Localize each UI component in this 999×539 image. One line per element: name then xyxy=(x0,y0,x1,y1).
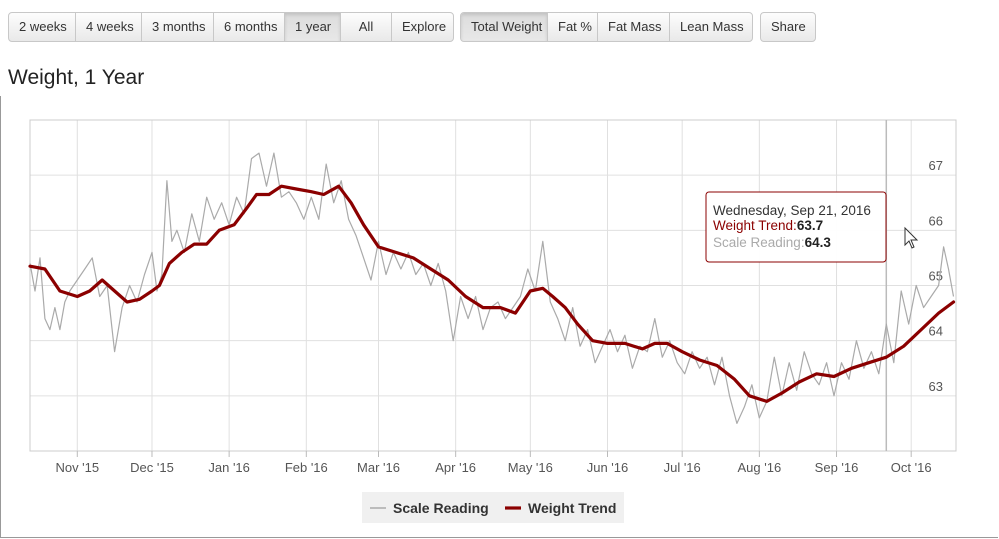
x-tick-label: Apr '16 xyxy=(435,460,476,475)
metric-button-group: Total Weight Fat % Fat Mass Lean Mass xyxy=(460,12,753,42)
weight-trend-series-line xyxy=(28,184,956,403)
legend-item-scale-reading[interactable]: Scale Reading xyxy=(370,500,489,516)
y-tick-label: 64 xyxy=(929,324,943,339)
tooltip: Wednesday, Sep 21, 2016 Weight Trend:63.… xyxy=(705,191,887,263)
range-button-group: 2 weeks 4 weeks 3 months 6 months 1 year… xyxy=(8,12,454,42)
metric-fat-mass-button[interactable]: Fat Mass xyxy=(598,13,670,41)
share-button[interactable]: Share xyxy=(771,19,806,34)
svg-text:Scale Reading:64.3: Scale Reading:64.3 xyxy=(713,235,831,250)
mouse-cursor-icon xyxy=(904,226,919,249)
tooltip-box xyxy=(705,191,887,263)
legend-trend-label: Weight Trend xyxy=(528,500,616,516)
tooltip-scale-label: Scale Reading xyxy=(713,235,801,250)
svg-text:Weight Trend:63.7: Weight Trend:63.7 xyxy=(713,218,823,233)
metric-lean-mass-button[interactable]: Lean Mass xyxy=(680,19,744,34)
page-title: Weight, 1 Year xyxy=(8,66,145,89)
tooltip-date: Wednesday, Sep 21, 2016 xyxy=(713,203,871,218)
x-tick-label: Dec '15 xyxy=(130,460,174,475)
range-2-weeks-button[interactable]: 2 weeks xyxy=(9,13,76,41)
x-tick-label: Jun '16 xyxy=(587,460,629,475)
share-button-group: Share xyxy=(760,12,816,42)
legend-item-weight-trend[interactable]: Weight Trend xyxy=(505,500,616,516)
x-tick-label: Sep '16 xyxy=(815,460,859,475)
x-axis-ticks xyxy=(76,451,912,457)
legend-background xyxy=(362,492,624,523)
y-tick-label: 66 xyxy=(929,213,943,228)
range-1-year-button[interactable]: 1 year xyxy=(285,13,341,41)
x-tick-label: Feb '16 xyxy=(285,460,328,475)
range-3-months-button[interactable]: 3 months xyxy=(142,13,214,41)
y-tick-label: 63 xyxy=(929,379,943,394)
metric-total-weight-button[interactable]: Total Weight xyxy=(461,13,548,41)
tooltip-scale-value: 64.3 xyxy=(805,235,832,250)
tooltip-trend-value: 63.7 xyxy=(797,218,823,233)
range-all-button[interactable]: All xyxy=(341,13,392,41)
y-tick-label: 67 xyxy=(929,158,943,173)
chart-frame xyxy=(0,96,998,538)
range-4-weeks-button[interactable]: 4 weeks xyxy=(76,13,142,41)
x-tick-label: Oct '16 xyxy=(891,460,932,475)
x-tick-label: Jul '16 xyxy=(664,460,701,475)
legend-scale-label: Scale Reading xyxy=(393,500,489,516)
metric-fat-percent-button[interactable]: Fat % xyxy=(548,13,598,41)
x-tick-label: Nov '15 xyxy=(55,460,99,475)
x-tick-label: Mar '16 xyxy=(357,460,400,475)
x-axis-labels: Nov '15 Dec '15 Jan '16 Feb '16 Mar '16 Apr '… xyxy=(55,460,931,475)
scale-reading-series-line xyxy=(29,152,955,424)
plot-area-border xyxy=(29,119,957,452)
x-tick-label: Aug '16 xyxy=(738,460,782,475)
chart-legend: Scale Reading Weight Trend xyxy=(362,492,624,523)
range-6-months-button[interactable]: 6 months xyxy=(214,13,285,41)
range-explore-button[interactable]: Explore xyxy=(402,19,447,34)
tooltip-trend-label: Weight Trend xyxy=(713,218,793,233)
x-tick-label: Jan '16 xyxy=(208,460,250,475)
x-tick-label: May '16 xyxy=(508,460,553,475)
